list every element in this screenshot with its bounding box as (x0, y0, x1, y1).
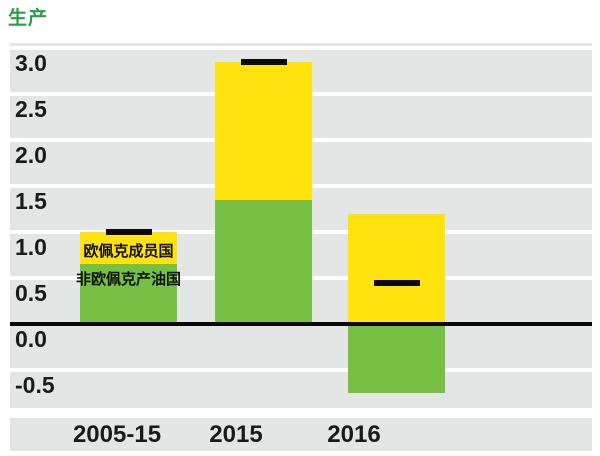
bar-2015-segment-欧佩克成员国 (215, 61, 312, 200)
x-tick-label-2015: 2015 (209, 421, 263, 448)
net-change-marker-2015 (240, 58, 287, 65)
y-tick-label: 2.5 (15, 96, 47, 122)
bar-2005-15-segment-非欧佩克产油国 (80, 264, 177, 324)
gridline-3 (10, 46, 592, 50)
zero-axis-line (10, 322, 592, 326)
y-tick-label: 1.5 (15, 188, 47, 214)
legend-label-非欧佩克产油国: 非欧佩克产油国 (75, 271, 181, 288)
bar-2016-segment-非欧佩克产油国 (348, 324, 445, 393)
x-axis-band: 2005-15 2015 2016 (10, 418, 592, 451)
bar-2015-segment-非欧佩克产油国 (215, 199, 312, 324)
x-tick-label-2016: 2016 (327, 421, 381, 448)
y-tick-label: 2.0 (15, 142, 47, 168)
x-tick-label-2005-15: 2005-15 (72, 421, 162, 448)
y-tick-label: 1.0 (15, 234, 47, 260)
bar-2016-segment-欧佩克成员国 (348, 213, 445, 324)
net-change-marker-2016 (373, 279, 420, 286)
y-tick-label: -0.5 (15, 372, 55, 398)
net-change-marker-2005-15 (105, 229, 152, 235)
y-tick-label: 0.0 (15, 326, 47, 352)
chart-title: 生产 (8, 8, 49, 29)
gridline--0.5 (10, 368, 592, 372)
y-tick-label: 0.5 (15, 280, 47, 306)
legend-label-欧佩克成员国: 欧佩克成员国 (83, 243, 174, 260)
plot-area: 3.0 2.5 2.0 1.5 1.0 0.5 0.0 -0.5 欧佩克成员国 非欧佩克产油国 (10, 43, 592, 408)
y-tick-label: 3.0 (15, 50, 47, 76)
bar-2005-15-segment-欧佩克成员国 (80, 232, 177, 265)
